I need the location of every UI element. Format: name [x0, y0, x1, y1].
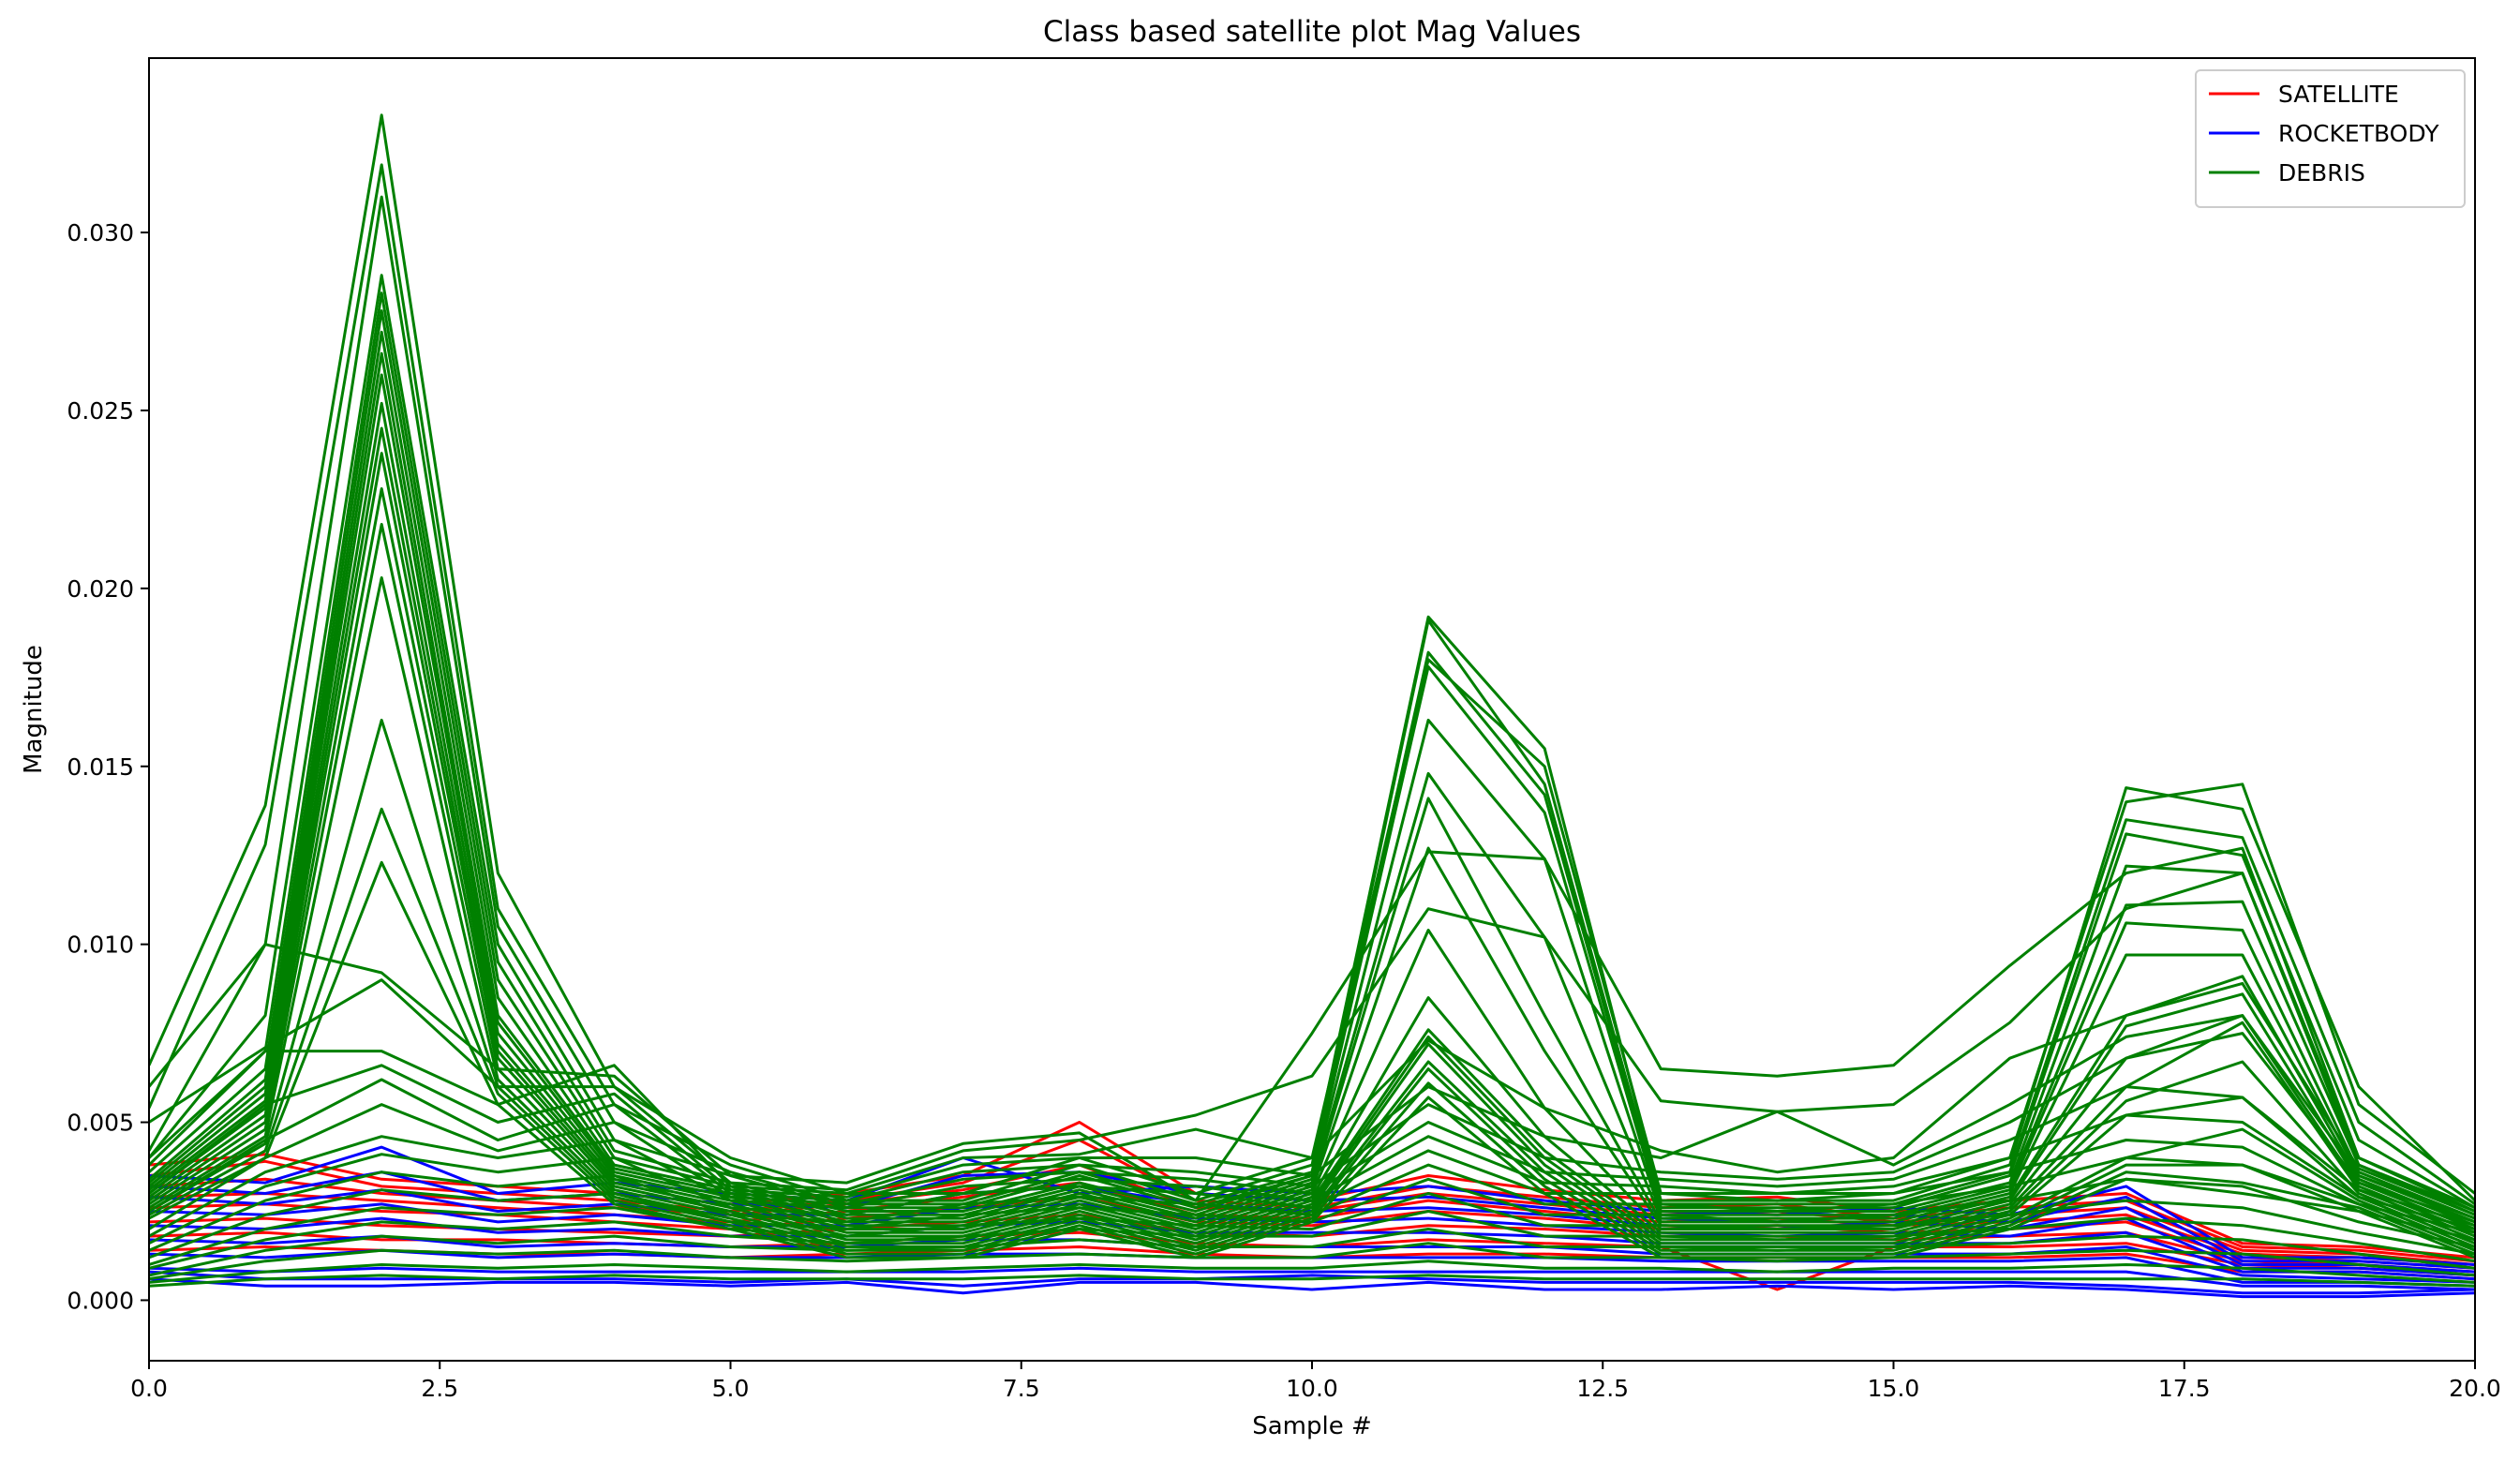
y-tick-label: 0.010: [67, 932, 134, 959]
x-tick-label: 15.0: [1868, 1375, 1920, 1402]
chart-title: Class based satellite plot Mag Values: [1043, 15, 1581, 49]
legend-label-rocketbody: ROCKETBODY: [2278, 120, 2439, 147]
legend-label-debris: DEBRIS: [2278, 159, 2365, 186]
y-tick-label: 0.000: [67, 1287, 134, 1314]
series-line-rocketbody-16: [149, 1277, 2475, 1299]
y-tick-label: 0.025: [67, 397, 134, 425]
x-tick-label: 17.5: [2158, 1375, 2211, 1402]
y-tick-label: 0.020: [67, 575, 134, 603]
series-line-debris-28: [149, 426, 2475, 1234]
legend-box: [2195, 69, 2466, 208]
y-tick-label: 0.005: [67, 1110, 134, 1137]
x-tick-label: 2.5: [421, 1375, 458, 1402]
series-line-debris-45: [149, 1177, 2475, 1260]
legend: SATELLITE ROCKETBODY DEBRIS: [2195, 69, 2466, 208]
series-line-debris-19: [149, 163, 2475, 1202]
series-line-debris-46: [149, 1192, 2475, 1266]
series-line-debris-43: [149, 1139, 2475, 1245]
series-line-debris-37: [149, 872, 2475, 1213]
series-line-debris-38: [149, 981, 2475, 1216]
series-line-debris-50: [149, 1260, 2475, 1284]
series-line-debris-51: [149, 1274, 2475, 1288]
series-line-debris-30: [149, 487, 2475, 1242]
x-axis-label: Sample #: [1252, 1412, 1372, 1440]
series-line-rocketbody-15: [149, 1266, 2475, 1291]
x-tick-label: 0.0: [130, 1375, 168, 1402]
axes-layer: 0.0 2.5 5.0 7.5 10.0 12.5 15.0 17.5 20.0 0.000 0.0…: [67, 57, 2501, 1402]
x-tick-label: 20.0: [2449, 1375, 2501, 1402]
x-tick-label: 7.5: [1003, 1375, 1040, 1402]
series-line-debris-48: [149, 1228, 2475, 1277]
series-line-debris-36: [149, 846, 2475, 1210]
series-line-debris-47: [149, 1210, 2475, 1270]
series-line-debris-41: [149, 1085, 2475, 1230]
x-tick-label: 10.0: [1286, 1375, 1338, 1402]
legend-label-satellite: SATELLITE: [2278, 81, 2399, 108]
x-tick-label: 12.5: [1576, 1375, 1629, 1402]
y-axis-label: Magnitude: [20, 645, 48, 774]
y-tick-label: 0.030: [67, 219, 134, 246]
series-line-debris-39: [149, 1014, 2475, 1220]
series-line-debris-40: [149, 1032, 2475, 1224]
y-tick-label: 0.015: [67, 753, 134, 781]
series-line-debris-32: [149, 576, 2475, 1248]
series-layer: [149, 113, 2475, 1299]
series-line-debris-49: [149, 1242, 2475, 1281]
series-line-debris-42: [149, 1113, 2475, 1238]
series-line-rocketbody-12: [149, 1216, 2475, 1281]
series-line-debris-44: [149, 1156, 2475, 1252]
x-tick-label: 5.0: [712, 1375, 750, 1402]
